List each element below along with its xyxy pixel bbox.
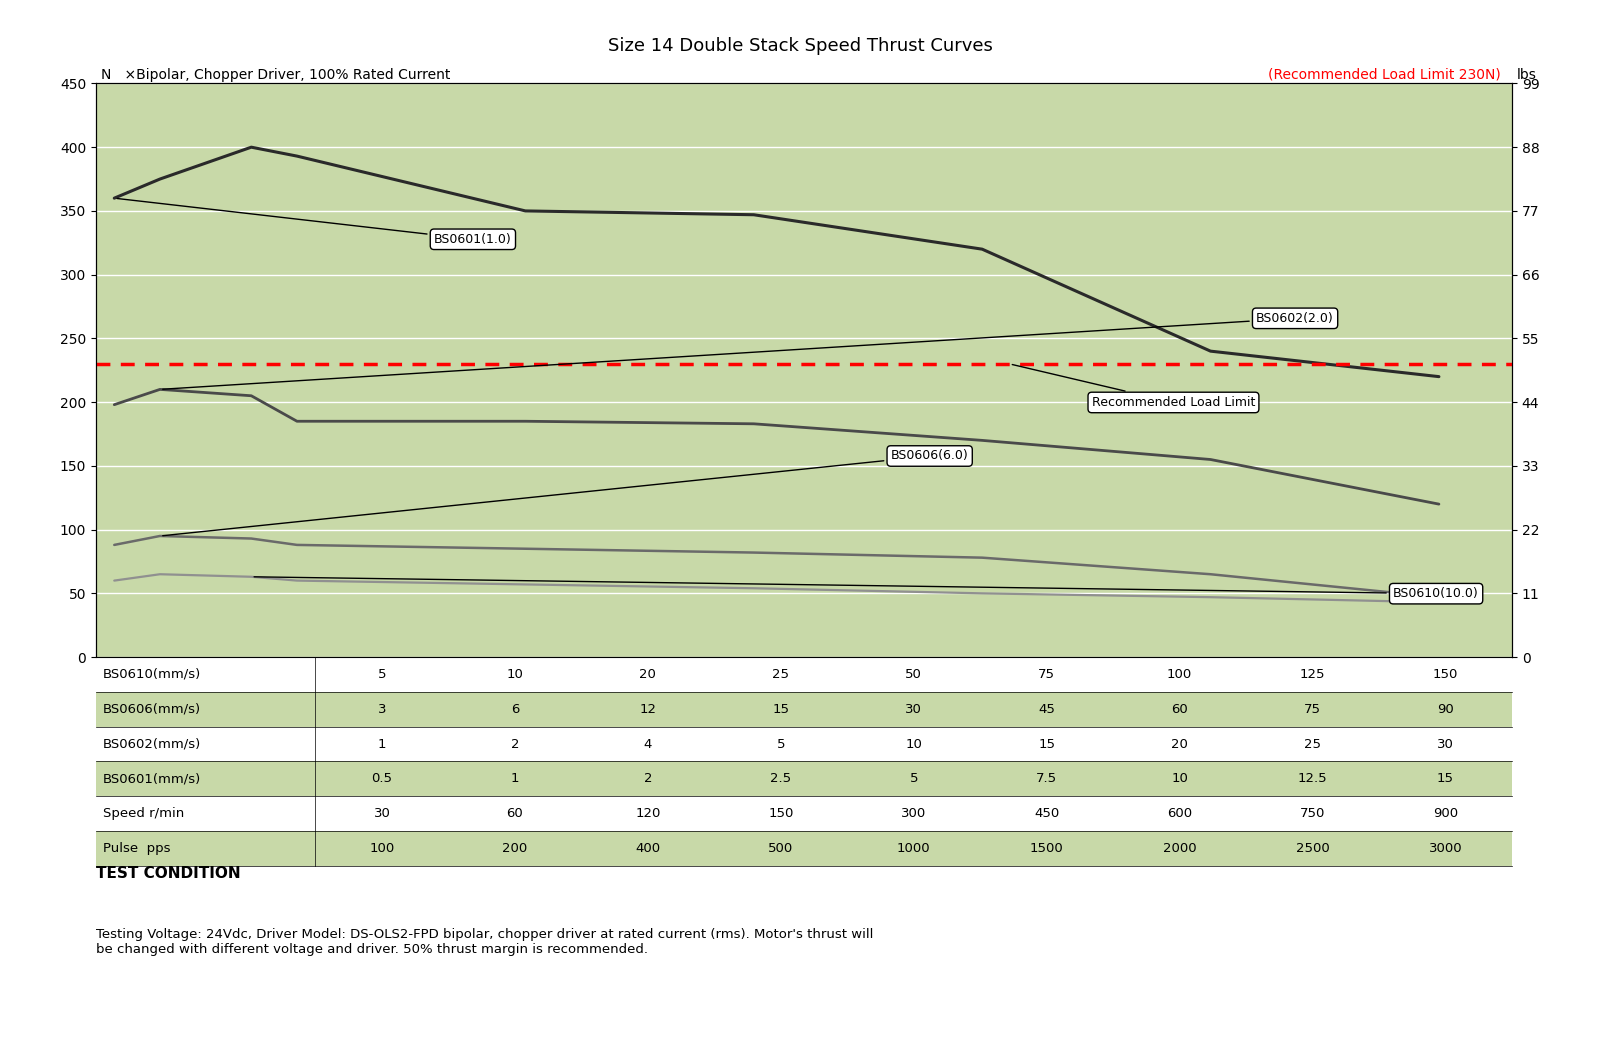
Text: 6: 6 [510, 703, 518, 715]
Text: 30: 30 [373, 807, 390, 820]
Text: 200: 200 [502, 842, 528, 855]
Text: 300: 300 [901, 807, 926, 820]
Text: 100: 100 [370, 842, 395, 855]
Text: 150: 150 [1434, 668, 1458, 681]
Text: 120: 120 [635, 807, 661, 820]
Text: 2000: 2000 [1163, 842, 1197, 855]
Text: BS0606(mm/s): BS0606(mm/s) [102, 703, 202, 715]
Text: BS0606(6.0): BS0606(6.0) [163, 450, 968, 536]
Text: 125: 125 [1299, 668, 1325, 681]
Text: 750: 750 [1299, 807, 1325, 820]
Text: 7.5: 7.5 [1037, 772, 1058, 785]
Text: 400: 400 [635, 842, 661, 855]
Text: 3000: 3000 [1429, 842, 1462, 855]
Text: lbs: lbs [1517, 68, 1536, 81]
Text: 15: 15 [773, 703, 789, 715]
Text: 5: 5 [909, 772, 918, 785]
Text: 12.5: 12.5 [1298, 772, 1328, 785]
Text: BS0610(10.0): BS0610(10.0) [254, 577, 1478, 600]
Bar [96, 831, 1512, 866]
Text: 500: 500 [768, 842, 794, 855]
Text: 5: 5 [378, 668, 386, 681]
Text: 150: 150 [768, 807, 794, 820]
Text: 20: 20 [640, 668, 656, 681]
Text: 75: 75 [1038, 668, 1054, 681]
Text: 10: 10 [906, 737, 922, 751]
Text: 60: 60 [1171, 703, 1189, 715]
Text: 1: 1 [510, 772, 518, 785]
Text: 1000: 1000 [898, 842, 931, 855]
Text: 20: 20 [1171, 737, 1189, 751]
Text: Testing Voltage: 24Vdc, Driver Model: DS-OLS2-FPD bipolar, chopper driver at rat: Testing Voltage: 24Vdc, Driver Model: DS… [96, 928, 874, 956]
Text: 0.5: 0.5 [371, 772, 392, 785]
Bar [96, 761, 1512, 796]
Text: 4: 4 [643, 737, 653, 751]
Text: Size 14 Double Stack Speed Thrust Curves: Size 14 Double Stack Speed Thrust Curves [608, 37, 992, 54]
Text: 2500: 2500 [1296, 842, 1330, 855]
Text: 1500: 1500 [1030, 842, 1064, 855]
Text: BS0610(mm/s): BS0610(mm/s) [102, 668, 202, 681]
Text: 50: 50 [906, 668, 922, 681]
Text: 10: 10 [1171, 772, 1189, 785]
Bar [96, 796, 1512, 831]
Text: 100: 100 [1166, 668, 1192, 681]
Text: 2: 2 [510, 737, 518, 751]
Text: 45: 45 [1038, 703, 1054, 715]
Text: TEST CONDITION: TEST CONDITION [96, 866, 240, 880]
Text: 75: 75 [1304, 703, 1322, 715]
Text: 90: 90 [1437, 703, 1454, 715]
Text: 60: 60 [507, 807, 523, 820]
Bar [96, 727, 1512, 761]
Text: 900: 900 [1434, 807, 1458, 820]
Bar [96, 657, 1512, 692]
Text: (Recommended Load Limit 230N): (Recommended Load Limit 230N) [1269, 68, 1501, 81]
Text: Speed r/min: Speed r/min [102, 807, 184, 820]
Text: Recommended Load Limit: Recommended Load Limit [1013, 364, 1254, 409]
Text: BS0602(mm/s): BS0602(mm/s) [102, 737, 202, 751]
Text: 12: 12 [640, 703, 656, 715]
Text: 25: 25 [1304, 737, 1322, 751]
Text: 15: 15 [1437, 772, 1454, 785]
Text: 15: 15 [1038, 737, 1054, 751]
Text: BS0601(mm/s): BS0601(mm/s) [102, 772, 202, 785]
Text: 600: 600 [1166, 807, 1192, 820]
Text: BS0602(2.0): BS0602(2.0) [163, 312, 1334, 389]
Text: 30: 30 [1437, 737, 1454, 751]
Text: 2: 2 [643, 772, 653, 785]
Bar [96, 692, 1512, 727]
Text: Pulse  pps: Pulse pps [102, 842, 171, 855]
Text: 30: 30 [906, 703, 922, 715]
Text: 25: 25 [773, 668, 789, 681]
Text: 450: 450 [1034, 807, 1059, 820]
Text: 1: 1 [378, 737, 386, 751]
Text: 10: 10 [507, 668, 523, 681]
Text: N   ×Bipolar, Chopper Driver, 100% Rated Current: N ×Bipolar, Chopper Driver, 100% Rated C… [101, 68, 450, 81]
Text: 5: 5 [776, 737, 786, 751]
Text: 3: 3 [378, 703, 386, 715]
Text: 2.5: 2.5 [770, 772, 792, 785]
Text: BS0601(1.0): BS0601(1.0) [117, 198, 512, 246]
